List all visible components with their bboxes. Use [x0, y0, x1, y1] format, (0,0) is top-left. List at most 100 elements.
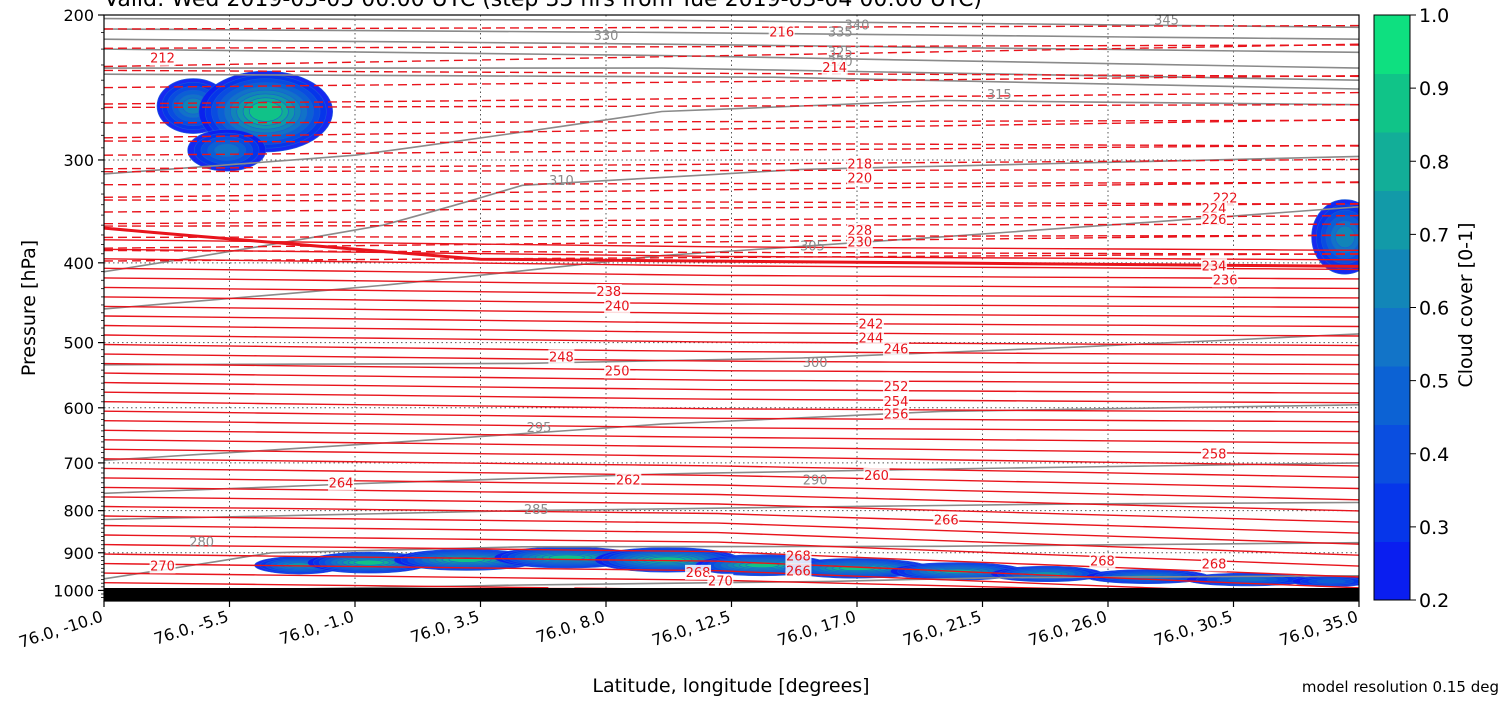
- isotherm-label: 226: [1202, 213, 1227, 228]
- isotherm-label-bg: [846, 156, 873, 172]
- isotherm-label-bg: [707, 573, 734, 589]
- isotherm-labels: 2122162142182202222242262282302342362382…: [149, 24, 1239, 601]
- isotherm-label-bg: [785, 548, 812, 564]
- isotherm-label: 268: [1090, 554, 1115, 569]
- isotherm-label: 250: [605, 364, 630, 379]
- isotherm-label-bg: [604, 298, 631, 314]
- isotherm-label-bg: [615, 472, 642, 488]
- isotherm-label-bg: [846, 223, 873, 239]
- isotherm-label: 240: [605, 300, 630, 315]
- isentrope-label: 285: [524, 503, 549, 518]
- colorbar-segment: [1374, 73, 1410, 133]
- chart-title: Valid: Wed 2019-03-05 00:00 UTC (step 33…: [104, 0, 982, 12]
- isotherm-label-bg: [846, 170, 873, 186]
- x-tick-label: 76.0, 26.0: [1026, 607, 1109, 650]
- isotherm-solid: [104, 534, 1359, 567]
- isotherm-label: 260: [864, 469, 889, 484]
- colorbar-tick-label: 0.6: [1419, 298, 1449, 320]
- isotherm-solid: [104, 515, 1359, 545]
- cloud-low-band-segment: [353, 559, 385, 566]
- y-axis-title: Pressure [hPa]: [18, 240, 40, 376]
- potential-temperature-isentropes: [104, 17, 1359, 599]
- colorbar-segment: [1374, 424, 1410, 484]
- isotherm-label: 242: [859, 317, 884, 332]
- x-tick-label: 76.0, 35.0: [1277, 607, 1360, 650]
- isotherm-label: 216: [769, 25, 794, 40]
- isotherm-label-bg: [1200, 200, 1227, 216]
- isentrope-line: [104, 73, 1359, 90]
- isotherm-solid: [104, 486, 1359, 512]
- colorbar-segment: [1374, 366, 1410, 425]
- isotherm-label-bg: [857, 330, 884, 346]
- isentrope-label: 295: [527, 421, 552, 436]
- isotherm-label-bg: [328, 475, 355, 491]
- isotherm-solid: [104, 258, 1359, 271]
- isotherm-label: 266: [786, 564, 811, 579]
- isotherm-label: 246: [884, 343, 909, 358]
- cloud-low-band-segment: [1316, 579, 1346, 584]
- isotherm-label-bg: [883, 406, 910, 422]
- isentrope-label: 300: [803, 356, 828, 371]
- colorbar-tick-label: 0.7: [1419, 224, 1449, 246]
- y-tick-label: 700: [63, 454, 94, 473]
- colorbar-tick-label: 1.0: [1419, 5, 1449, 27]
- isotherm-solid: [104, 248, 1359, 261]
- isotherm-label: 266: [934, 513, 959, 528]
- isotherm-label-bg: [1200, 556, 1227, 572]
- isotherm-label-bg: [857, 316, 884, 332]
- isotherm-label-bg: [1089, 553, 1116, 569]
- colorbar-segment: [1374, 190, 1410, 250]
- isentrope-label: 290: [803, 473, 828, 488]
- colorbar-segment: [1374, 249, 1410, 308]
- isotherm-label: 252: [884, 380, 909, 395]
- isentrope-line: [104, 155, 1359, 273]
- colorbar-tick-label: 0.9: [1419, 78, 1449, 100]
- y-tick-label: 500: [63, 334, 94, 353]
- isotherm-solid: [104, 286, 1359, 299]
- y-tick-label: 800: [63, 502, 94, 521]
- x-tick-label: 76.0, 3.5: [408, 607, 482, 647]
- isotherm-solid: [104, 543, 1359, 578]
- isotherm-solid: [104, 467, 1359, 490]
- x-axis-title: Latitude, longitude [degrees]: [592, 675, 869, 697]
- isotherm-solid: [104, 305, 1359, 318]
- isotherm-solid: [104, 477, 1359, 501]
- isotherm-label: 230: [847, 236, 872, 251]
- isotherm-solid: [104, 458, 1359, 478]
- isentrope-line: [104, 462, 1359, 495]
- model-resolution-note: model resolution 0.15 deg: [1301, 678, 1499, 696]
- isentrope-label: 305: [800, 239, 825, 254]
- isotherm-label: 268: [1202, 557, 1227, 572]
- isotherm-solid: [104, 429, 1359, 444]
- y-tick-label: 300: [63, 151, 94, 170]
- isotherm-label-bg: [863, 467, 890, 483]
- colorbar-segment: [1374, 132, 1410, 191]
- isotherm-label: 258: [1202, 448, 1227, 463]
- isotherm-solid: [104, 381, 1359, 394]
- isotherm-label: 248: [549, 350, 574, 365]
- isentrope-label: 335: [828, 25, 853, 40]
- isentrope-line: [104, 28, 1359, 40]
- colorbar: 0.2 0.3 0.4 0.5 0.6 0.7 0.8 0.9 1.0: [1373, 5, 1449, 612]
- isotherm-label-bg: [1200, 258, 1227, 274]
- isotherm-thick: [104, 226, 1359, 268]
- y-tick-label: 1000: [53, 581, 94, 600]
- isotherm-label: 236: [1213, 273, 1238, 288]
- isotherm-solid: [104, 315, 1359, 328]
- isotherm-label: 268: [786, 550, 811, 565]
- isotherm-solid: [104, 553, 1359, 589]
- isotherm-label-bg: [883, 393, 910, 409]
- isentrope-line: [104, 67, 1359, 81]
- isotherm-solid: [104, 334, 1359, 347]
- x-tick-label: 76.0, -10.0: [16, 607, 105, 652]
- isotherm-solid: [104, 353, 1359, 366]
- isotherm-solid: [104, 401, 1359, 413]
- isotherm-label-bg: [785, 563, 812, 579]
- colorbar-segment: [1374, 307, 1410, 367]
- x-tick-label: 76.0, 12.5: [649, 607, 732, 650]
- isentrope-line: [104, 38, 1359, 54]
- x-tick-label: 76.0, -1.0: [277, 607, 356, 649]
- isotherm-label-bg: [1200, 212, 1227, 228]
- y-tick-label: 200: [63, 6, 94, 25]
- isentrope-label: 330: [594, 29, 619, 44]
